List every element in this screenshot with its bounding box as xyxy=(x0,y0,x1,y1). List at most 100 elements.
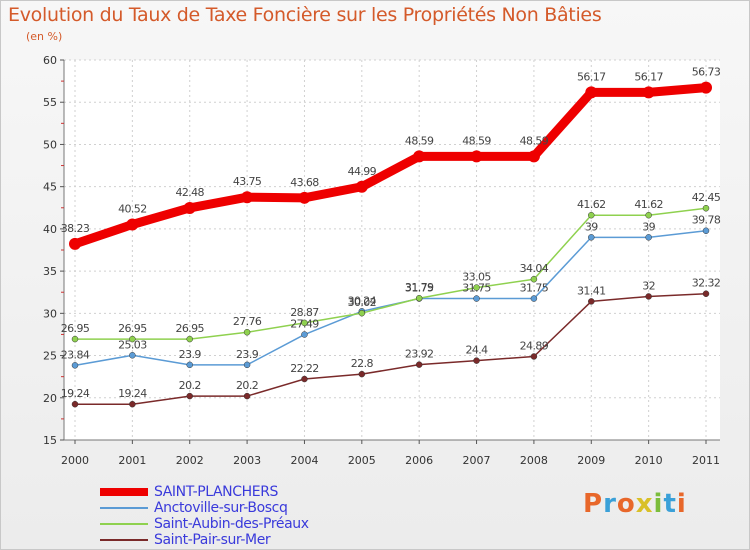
data-point xyxy=(129,400,136,408)
y-tick-label: 60 xyxy=(43,54,57,67)
data-point xyxy=(415,294,423,302)
data-point xyxy=(126,218,139,231)
legend-item: Anctoville-sur-Boscq xyxy=(100,500,309,516)
data-point xyxy=(702,290,710,297)
data-point xyxy=(71,335,79,343)
data-point xyxy=(413,150,426,163)
series-line-3 xyxy=(75,292,707,405)
data-point xyxy=(243,392,251,400)
x-tick-label: 2006 xyxy=(405,454,433,467)
data-point xyxy=(129,352,136,359)
data-label: 24.89 xyxy=(520,339,549,352)
data-point xyxy=(473,357,480,364)
data-label: 28.87 xyxy=(290,306,319,319)
x-tick-label: 2009 xyxy=(577,454,605,467)
data-point xyxy=(585,86,598,99)
data-point xyxy=(241,191,254,204)
data-point xyxy=(129,335,136,343)
legend-label: SAINT-PLANCHERS xyxy=(154,484,279,500)
data-label: 24.4 xyxy=(465,344,488,357)
legend-item: Saint-Pair-sur-Mer xyxy=(100,532,309,548)
data-point xyxy=(301,319,308,327)
data-label: 20.2 xyxy=(179,379,201,392)
data-label: 25.03 xyxy=(118,338,147,351)
legend-swatch xyxy=(100,523,148,525)
data-point xyxy=(186,392,193,400)
data-point xyxy=(358,309,366,317)
data-label: 42.45 xyxy=(692,191,721,204)
logo-letter: i xyxy=(653,489,664,519)
y-tick-label: 25 xyxy=(43,350,57,363)
y-tick-label: 30 xyxy=(43,307,57,320)
data-point xyxy=(415,361,423,368)
data-label: 23.92 xyxy=(405,348,434,361)
data-point xyxy=(298,191,311,204)
data-point xyxy=(473,284,480,291)
legend-label: Saint-Pair-sur-Mer xyxy=(154,532,271,548)
data-label: 31.41 xyxy=(577,284,606,297)
data-label: 27.76 xyxy=(233,315,262,328)
data-point xyxy=(700,81,712,94)
data-label: 56.17 xyxy=(577,70,606,83)
data-label: 38.23 xyxy=(61,222,90,235)
y-tick-label: 35 xyxy=(43,265,57,278)
data-point xyxy=(186,361,193,369)
data-point xyxy=(358,370,366,378)
data-point xyxy=(530,275,538,283)
logo-letter: P xyxy=(583,489,604,519)
y-tick-label: 20 xyxy=(43,392,57,405)
x-tick-label: 2003 xyxy=(233,454,261,467)
legend-label: Saint-Aubin-des-Préaux xyxy=(154,516,309,532)
data-label: 40.52 xyxy=(118,202,147,215)
y-tick-label: 55 xyxy=(43,96,57,109)
data-point xyxy=(470,150,483,163)
data-point xyxy=(355,180,368,193)
logo-letter: t xyxy=(663,489,677,519)
data-label: 42.48 xyxy=(175,186,204,199)
logo-letter: x xyxy=(635,489,654,519)
x-tick-label: 2005 xyxy=(348,454,376,467)
data-label: 48.59 xyxy=(405,134,434,147)
data-point xyxy=(186,335,193,343)
data-label: 56.73 xyxy=(692,66,721,79)
legend-item: SAINT-PLANCHERS xyxy=(100,484,309,500)
x-tick-label: 2000 xyxy=(61,454,89,467)
y-tick-label: 50 xyxy=(43,138,57,151)
proxiti-logo: Proxiti xyxy=(583,489,687,519)
data-point xyxy=(183,201,196,214)
data-point xyxy=(702,227,710,234)
series-line-0 xyxy=(73,83,707,249)
legend-label: Anctoville-sur-Boscq xyxy=(154,500,288,516)
data-label: 48.59 xyxy=(462,134,491,147)
data-point xyxy=(702,204,710,212)
data-label: 41.62 xyxy=(634,198,663,211)
data-label: 31.75 xyxy=(405,282,434,295)
data-point xyxy=(645,211,652,219)
data-point xyxy=(645,293,652,300)
data-label: 48.59 xyxy=(520,134,549,147)
x-tick-label: 2011 xyxy=(692,454,720,467)
chart-unit: (en %) xyxy=(26,30,63,43)
data-label: 23.9 xyxy=(179,348,202,361)
data-label: 20.2 xyxy=(236,379,258,392)
data-point xyxy=(71,400,79,408)
chart-title: Evolution du Taux de Taxe Foncière sur l… xyxy=(8,4,602,26)
data-label: 39 xyxy=(585,220,598,233)
data-point xyxy=(71,362,79,369)
data-point xyxy=(301,331,308,338)
data-label: 56.17 xyxy=(634,70,663,83)
data-label: 32.32 xyxy=(692,277,721,290)
data-label: 31.79 xyxy=(405,281,434,294)
plot-area xyxy=(64,60,720,440)
legend-swatch xyxy=(100,539,148,541)
data-label: 33.05 xyxy=(462,271,491,284)
data-label: 34.04 xyxy=(520,262,549,275)
data-label: 23.84 xyxy=(61,348,90,361)
data-label: 43.68 xyxy=(290,176,319,189)
data-label: 23.9 xyxy=(236,348,259,361)
data-label: 41.62 xyxy=(577,198,606,211)
x-tick-label: 2007 xyxy=(463,454,491,467)
x-tick-label: 2004 xyxy=(290,454,318,467)
legend-item: Saint-Aubin-des-Préaux xyxy=(100,516,309,532)
